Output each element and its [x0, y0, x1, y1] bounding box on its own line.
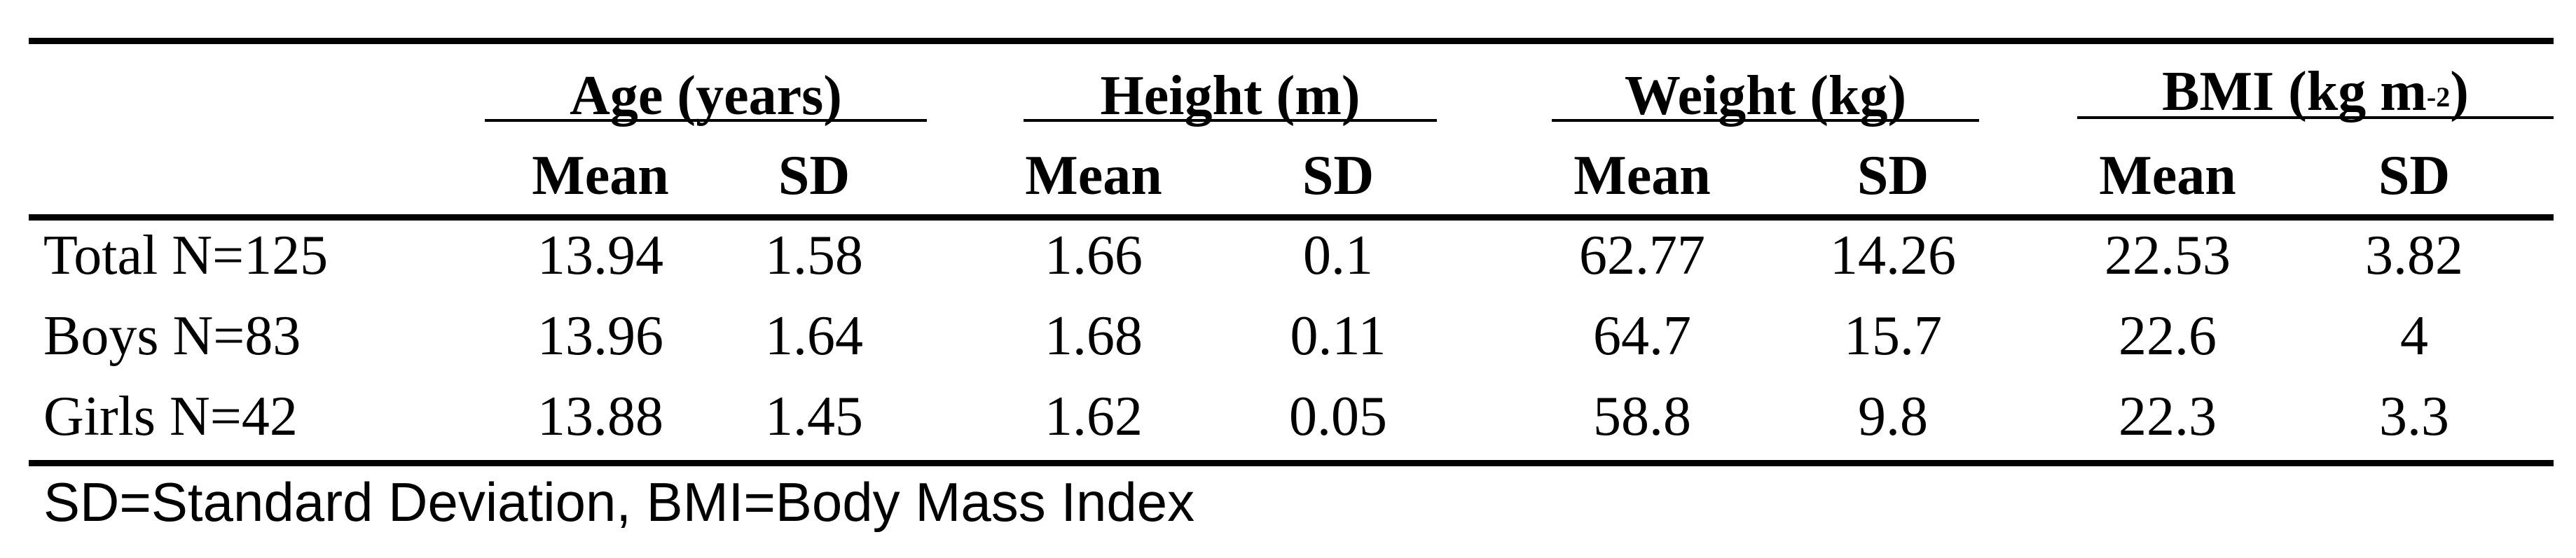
- group-header-bmi: BMI (kg m-2): [2077, 60, 2554, 123]
- group-header-weight: Weight (kg): [1624, 65, 1907, 127]
- subheader-sd: SD: [1857, 145, 1929, 207]
- table-cell: 1.62: [1045, 386, 1143, 447]
- table-cell: 58.8: [1593, 386, 1691, 447]
- table-cell: 9.8: [1858, 386, 1928, 447]
- top-rule: [29, 38, 2554, 44]
- subheader-mean: Mean: [1573, 145, 1711, 207]
- table-cell: 13.88: [537, 386, 663, 447]
- table-cell: 13.96: [537, 305, 663, 367]
- group-header-height: Height (m): [1100, 65, 1361, 127]
- table-cell: 1.58: [765, 225, 863, 286]
- group-underline: [485, 119, 927, 122]
- table-cell: 3.82: [2365, 225, 2463, 286]
- bottom-rule: [29, 460, 2554, 466]
- subheader-mean: Mean: [1025, 145, 1162, 207]
- row-label: Boys N=83: [43, 305, 301, 367]
- table-cell: 22.6: [2119, 305, 2217, 367]
- table-cell: 1.64: [765, 305, 863, 367]
- footnote: SD=Standard Deviation, BMI=Body Mass Ind…: [43, 471, 1195, 533]
- table-cell: 22.3: [2119, 386, 2217, 447]
- bmi-suffix: ): [2450, 61, 2469, 123]
- subheader-sd: SD: [2378, 145, 2451, 207]
- table-cell: 64.7: [1593, 305, 1691, 367]
- header-rule: [29, 214, 2554, 221]
- bmi-label: BMI (kg m: [2162, 61, 2427, 123]
- table-cell: 22.53: [2105, 225, 2231, 286]
- subheader-mean: Mean: [532, 145, 669, 207]
- subheader-sd: SD: [778, 145, 850, 207]
- table-cell: 1.68: [1045, 305, 1143, 367]
- bmi-superscript: -2: [2426, 81, 2451, 113]
- table-cell: 4: [2400, 305, 2428, 367]
- table-cell: 14.26: [1830, 225, 1956, 286]
- table-cell: 3.3: [2379, 386, 2449, 447]
- group-underline: [1024, 119, 1437, 122]
- table-cell: 62.77: [1579, 225, 1705, 286]
- table-cell: 1.66: [1045, 225, 1143, 286]
- group-underline: [2077, 116, 2554, 119]
- table-cell: 15.7: [1844, 305, 1942, 367]
- subheader-sd: SD: [1302, 145, 1375, 207]
- table-cell: 0.05: [1289, 386, 1387, 447]
- group-underline: [1552, 119, 1979, 122]
- group-header-age: Age (years): [570, 65, 842, 127]
- row-label: Girls N=42: [43, 386, 298, 447]
- table-cell: 0.11: [1290, 305, 1386, 367]
- table-cell: 1.45: [765, 386, 863, 447]
- subheader-mean: Mean: [2099, 145, 2236, 207]
- table-cell: 13.94: [537, 225, 663, 286]
- table-cell: 0.1: [1303, 225, 1373, 286]
- row-label: Total N=125: [43, 225, 329, 286]
